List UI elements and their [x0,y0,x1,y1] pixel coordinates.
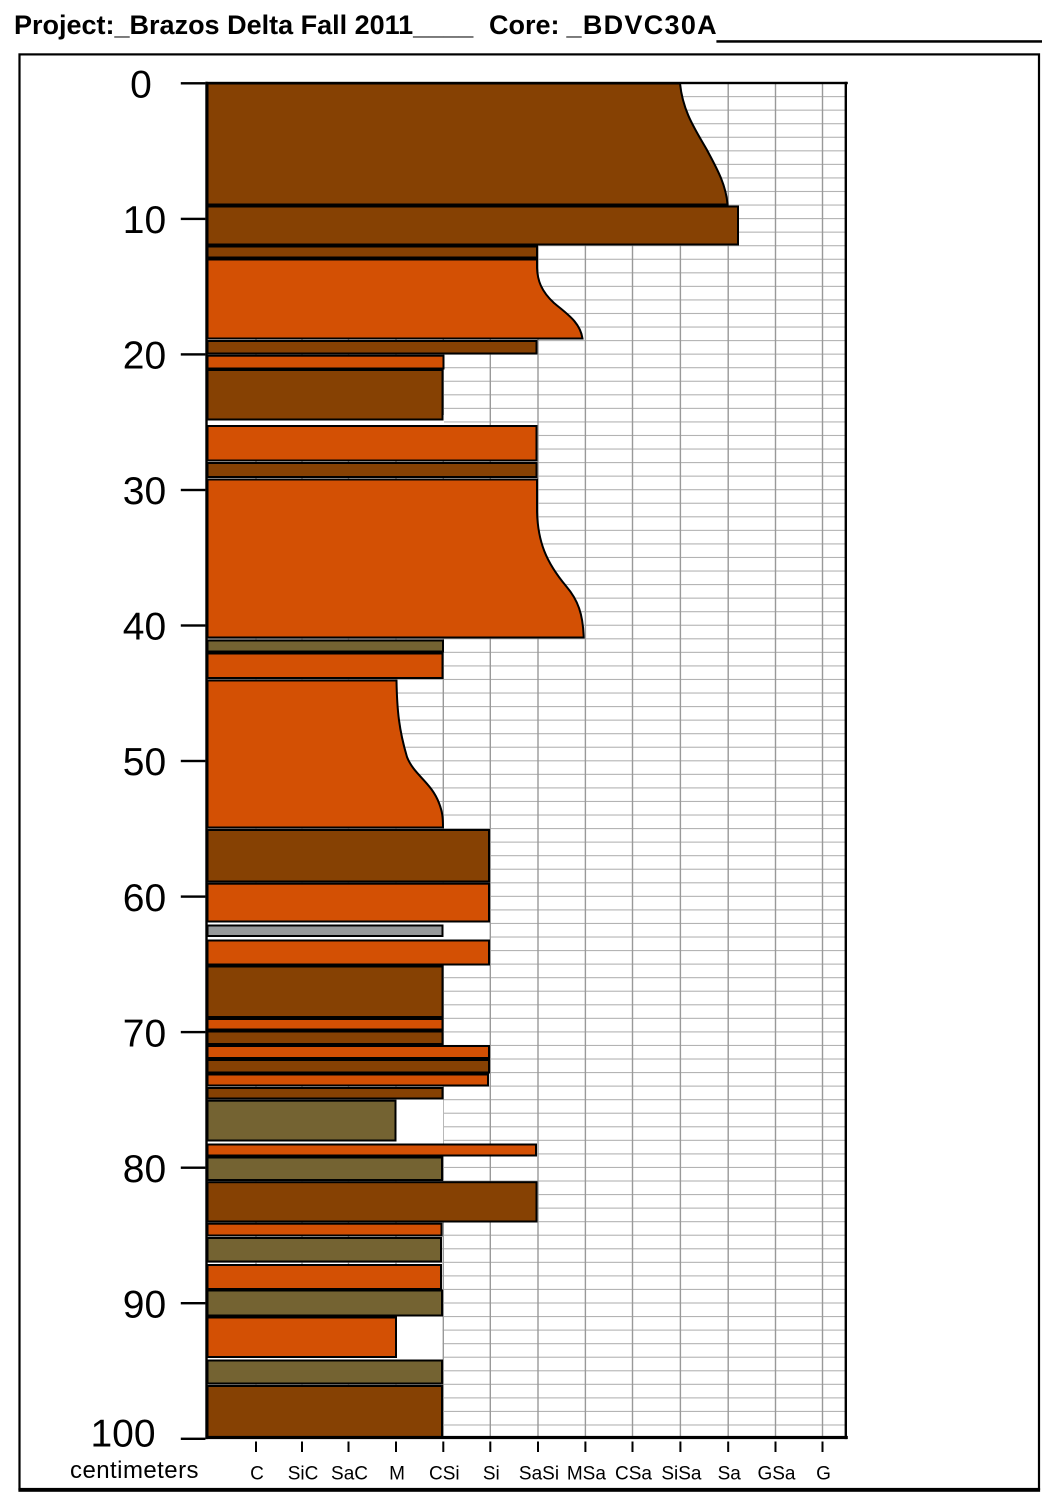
svg-text:M: M [389,1464,405,1485]
svg-text:SiSa: SiSa [661,1464,702,1485]
svg-text:GSa: GSa [757,1464,795,1485]
svg-text:90: 90 [123,1284,166,1327]
svg-text:70: 70 [123,1012,166,1055]
svg-text:Core:: Core: [489,10,560,40]
svg-text:SaC: SaC [331,1464,368,1485]
svg-text:Project:_Brazos Delta Fall 201: Project:_Brazos Delta Fall 2011____ [14,10,474,40]
svg-text:CSi: CSi [429,1464,460,1485]
svg-text:CSa: CSa [615,1464,652,1485]
svg-text:40: 40 [123,606,166,649]
svg-text:Sa: Sa [718,1464,742,1485]
svg-text:G: G [816,1464,831,1485]
svg-text:50: 50 [123,741,166,784]
svg-text:C: C [250,1464,264,1485]
svg-text:_BDVC30A: _BDVC30A [566,10,718,40]
svg-text:centimeters: centimeters [70,1457,199,1484]
svg-text:MSa: MSa [567,1464,607,1485]
svg-text:0: 0 [130,64,152,107]
svg-text:100: 100 [90,1413,155,1456]
svg-text:30: 30 [123,470,166,513]
svg-text:60: 60 [123,877,166,920]
svg-text:SaSi: SaSi [519,1464,559,1485]
svg-text:20: 20 [123,335,166,378]
svg-text:80: 80 [123,1148,166,1191]
svg-text:10: 10 [123,199,166,242]
svg-text:Si: Si [483,1464,500,1485]
svg-text:SiC: SiC [288,1464,319,1485]
